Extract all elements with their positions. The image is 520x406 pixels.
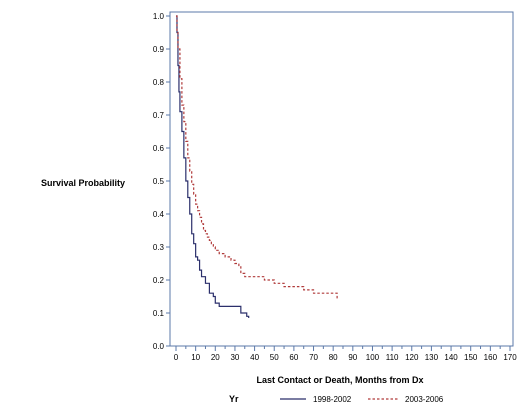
x-tick-label: 170 bbox=[503, 353, 517, 362]
plot-frame bbox=[169, 11, 514, 347]
x-tick-label: 30 bbox=[230, 353, 239, 362]
x-tick-label: 110 bbox=[386, 353, 399, 362]
y-tick-label: 0.7 bbox=[153, 111, 165, 120]
x-tick-label: 120 bbox=[405, 353, 419, 362]
x-tick-label: 60 bbox=[289, 353, 298, 362]
x-tick-label: 70 bbox=[309, 353, 318, 362]
x-tick-label: 130 bbox=[425, 353, 439, 362]
x-tick-label: 80 bbox=[329, 353, 338, 362]
x-tick-label: 0 bbox=[174, 353, 179, 362]
plot-area bbox=[176, 15, 338, 318]
series-line-2003-2006 bbox=[176, 15, 338, 300]
y-axis: 0.0 0.1 0.2 0.3 0.4 0.5 0.6 0.7 0.8 0.9 1.0 bbox=[153, 12, 170, 351]
x-tick-label: 20 bbox=[211, 353, 220, 362]
x-axis: 0 10 20 30 40 50 60 70 80 90 100 110 120 130 140 150 160… bbox=[174, 346, 517, 362]
y-tick-label: 1.0 bbox=[153, 12, 165, 21]
y-tick-label: 0.2 bbox=[153, 276, 165, 285]
y-tick-label: 0.5 bbox=[153, 177, 165, 186]
x-tick-label: 150 bbox=[464, 353, 478, 362]
legend-label-1998-2002: 1998-2002 bbox=[313, 395, 352, 404]
y-tick-label: 0.8 bbox=[153, 78, 165, 87]
x-tick-label: 100 bbox=[366, 353, 380, 362]
series-line-1998-2002 bbox=[176, 15, 250, 318]
y-tick-label: 0.6 bbox=[153, 144, 165, 153]
y-tick-label: 0.0 bbox=[153, 342, 165, 351]
x-tick-label: 90 bbox=[348, 353, 357, 362]
legend-title: Yr bbox=[229, 394, 239, 404]
x-axis-title: Last Contact or Death, Months from Dx bbox=[256, 375, 423, 385]
x-tick-label: 50 bbox=[270, 353, 279, 362]
legend-label-2003-2006: 2003-2006 bbox=[405, 395, 444, 404]
x-tick-label: 40 bbox=[250, 353, 259, 362]
legend: Yr 1998-2002 2003-2006 bbox=[229, 394, 444, 404]
x-tick-label: 160 bbox=[484, 353, 498, 362]
y-tick-label: 0.4 bbox=[153, 210, 165, 219]
y-tick-label: 0.9 bbox=[153, 45, 165, 54]
y-tick-label: 0.1 bbox=[153, 309, 165, 318]
y-axis-title: Survival Probability bbox=[41, 178, 125, 188]
x-tick-label: 10 bbox=[191, 353, 200, 362]
x-tick-label: 140 bbox=[444, 353, 458, 362]
y-tick-label: 0.3 bbox=[153, 243, 165, 252]
